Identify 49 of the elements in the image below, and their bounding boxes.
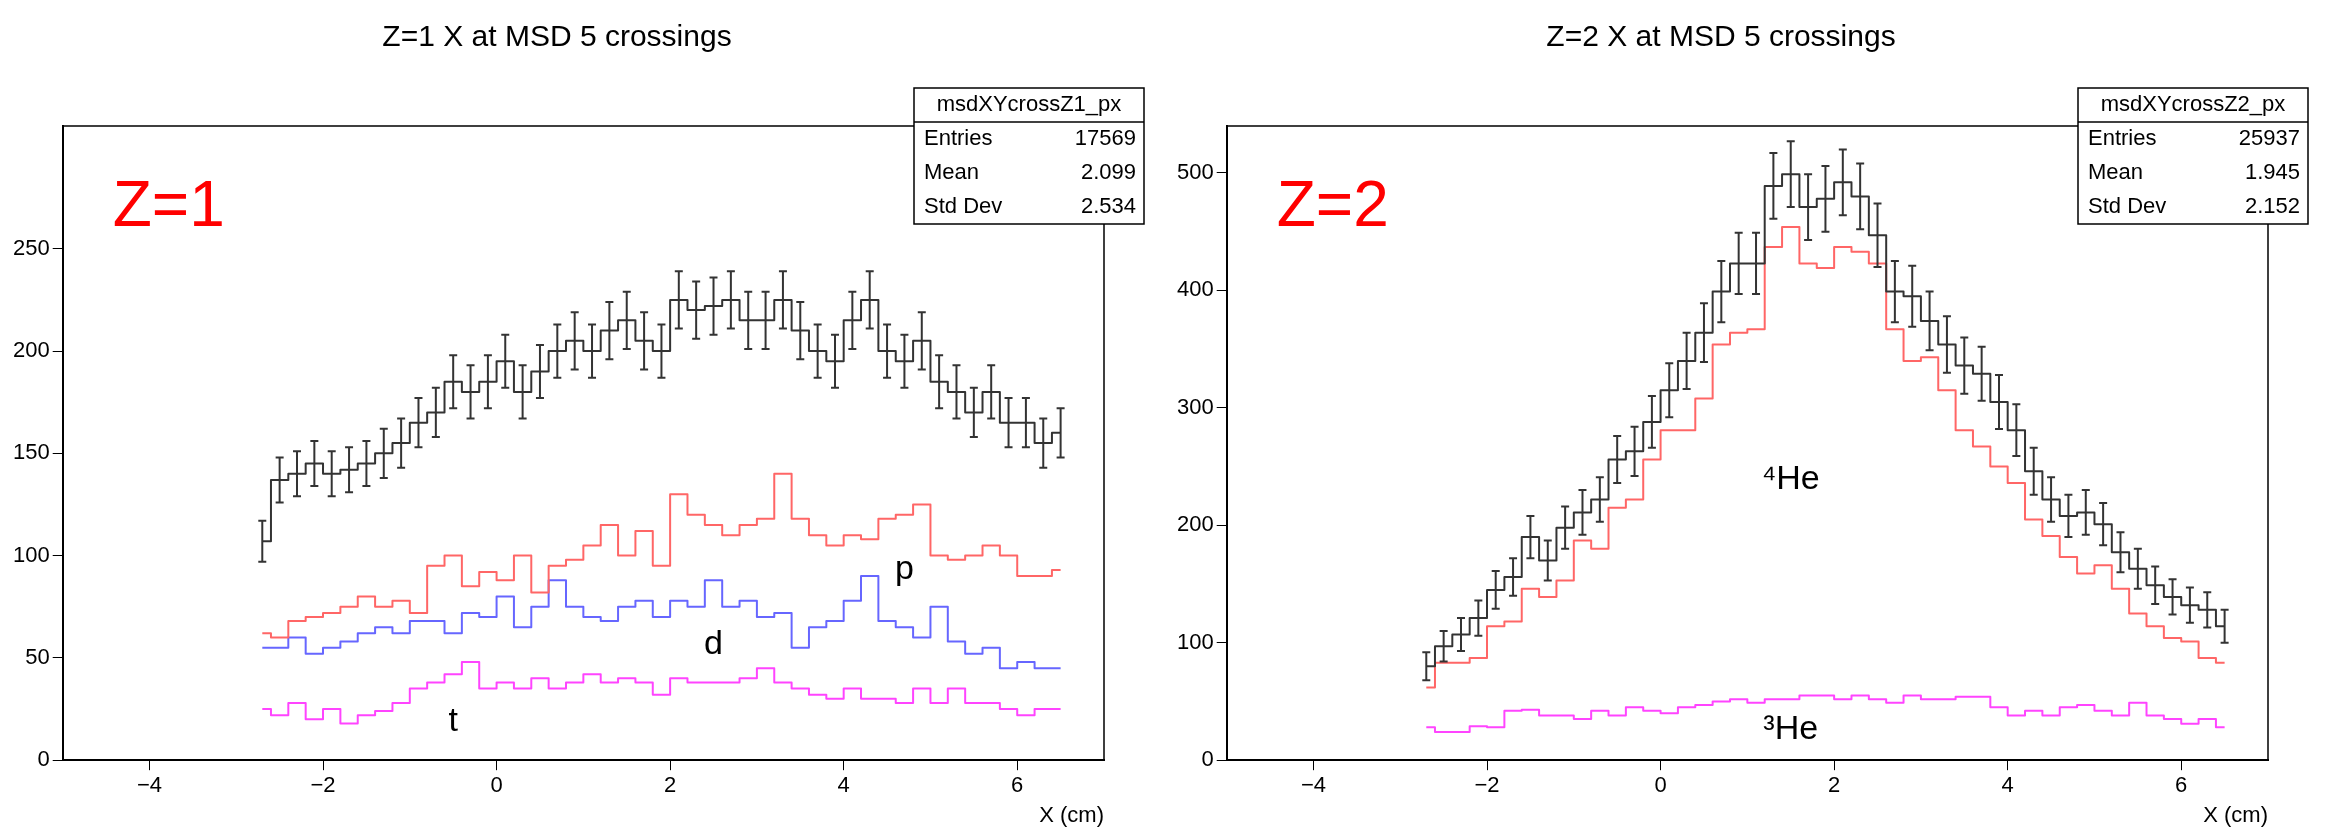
- x-tick-label: −4: [1300, 772, 1327, 798]
- x-axis-title: X (cm): [1039, 801, 1104, 827]
- x-tick-label: 4: [2001, 772, 2014, 798]
- x-tick-label: 0: [490, 772, 503, 798]
- x-tick-label: −2: [1474, 772, 1500, 798]
- x-axis-title: X (cm): [2203, 801, 2268, 827]
- text: ⁴He: [1761, 457, 1820, 496]
- annotation: Z=1: [112, 167, 225, 240]
- chart-title: Z=2 X at MSD 5 crossings: [1546, 19, 1896, 53]
- series-label: d: [704, 622, 723, 661]
- annotation: Z=2: [1276, 167, 1389, 240]
- y-tick-label: 150: [12, 439, 50, 465]
- annotation: 2.099: [1080, 159, 1136, 185]
- x-tick-label: 2: [1828, 772, 1841, 798]
- x-tick-label: 4: [837, 772, 850, 798]
- y-tick-label: 0: [1201, 746, 1214, 772]
- annotation: Mean: [2088, 159, 2144, 185]
- y-tick-label: 400: [1176, 276, 1214, 302]
- annotation: Entries: [2088, 125, 2157, 151]
- annotation: Mean: [924, 159, 980, 185]
- y-tick-label: 100: [12, 541, 50, 567]
- y-tick-label: 0: [37, 746, 50, 772]
- text: msdXYcrossZ2_px: [2100, 91, 2286, 117]
- series-label: p: [894, 548, 914, 587]
- y-tick-label: 200: [12, 337, 50, 363]
- annotation: 2.152: [2244, 193, 2300, 219]
- y-tick-label: 250: [12, 234, 50, 260]
- y-tick-label: 300: [1176, 393, 1214, 419]
- y-tick-label: 200: [1176, 511, 1214, 537]
- annotation: Std Dev: [924, 193, 1003, 219]
- x-tick-label: −4: [136, 772, 163, 798]
- x-tick-label: 6: [1011, 772, 1024, 798]
- series-label: t: [448, 699, 459, 738]
- y-tick-label: 100: [1176, 628, 1214, 654]
- annotation: 25937: [2238, 125, 2300, 151]
- annotation: Entries: [924, 125, 993, 151]
- x-tick-label: 6: [2175, 772, 2188, 798]
- annotation: Std Dev: [2088, 193, 2167, 219]
- annotation: 2.534: [1080, 193, 1136, 219]
- annotation: 1.945: [2244, 159, 2300, 185]
- x-tick-label: −2: [310, 772, 336, 798]
- text: msdXYcrossZ1_px: [936, 91, 1122, 117]
- y-tick-label: 500: [1176, 159, 1214, 185]
- annotation: 17569: [1074, 125, 1136, 151]
- x-tick-label: 2: [664, 772, 677, 798]
- y-tick-label: 50: [25, 643, 50, 669]
- series-label: ³He: [1763, 708, 1819, 747]
- chart-title: Z=1 X at MSD 5 crossings: [382, 19, 732, 53]
- x-tick-label: 0: [1654, 772, 1667, 798]
